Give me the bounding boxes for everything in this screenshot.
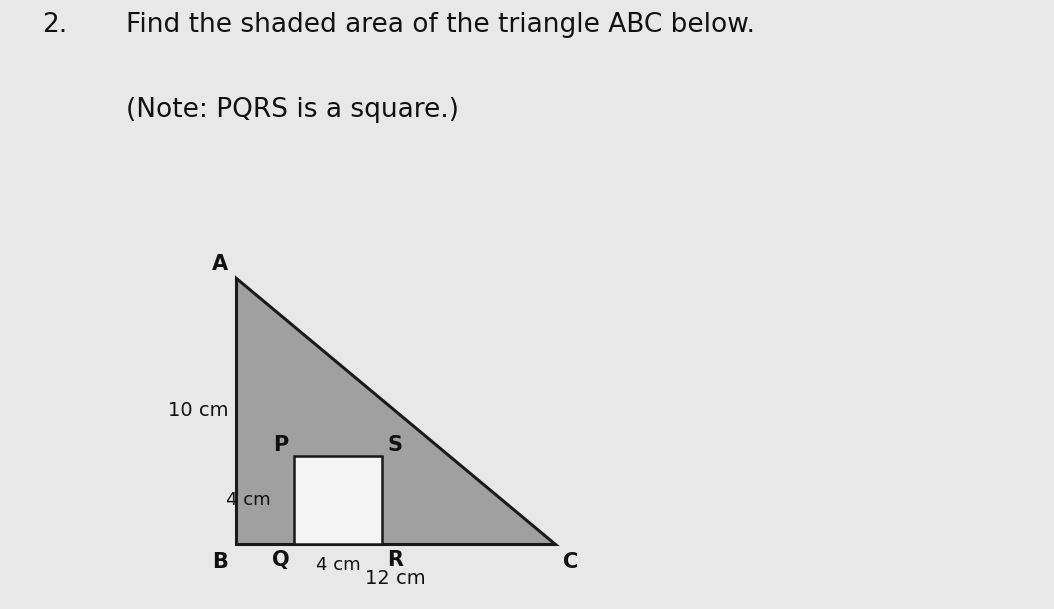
Text: P: P <box>273 435 289 456</box>
Text: 10 cm: 10 cm <box>169 401 229 420</box>
Text: 2.: 2. <box>42 12 67 38</box>
Text: 4 cm: 4 cm <box>316 556 360 574</box>
Polygon shape <box>236 278 554 544</box>
Text: S: S <box>388 435 403 456</box>
Text: 12 cm: 12 cm <box>365 569 426 588</box>
Text: (Note: PQRS is a square.): (Note: PQRS is a square.) <box>126 97 460 124</box>
Text: Find the shaded area of the triangle ABC below.: Find the shaded area of the triangle ABC… <box>126 12 756 38</box>
Text: B: B <box>212 552 228 572</box>
Text: A: A <box>212 255 228 275</box>
Text: Q: Q <box>272 549 290 569</box>
Text: R: R <box>387 549 404 569</box>
Text: 4 cm: 4 cm <box>226 491 270 509</box>
Text: C: C <box>563 552 579 572</box>
Polygon shape <box>294 456 382 544</box>
